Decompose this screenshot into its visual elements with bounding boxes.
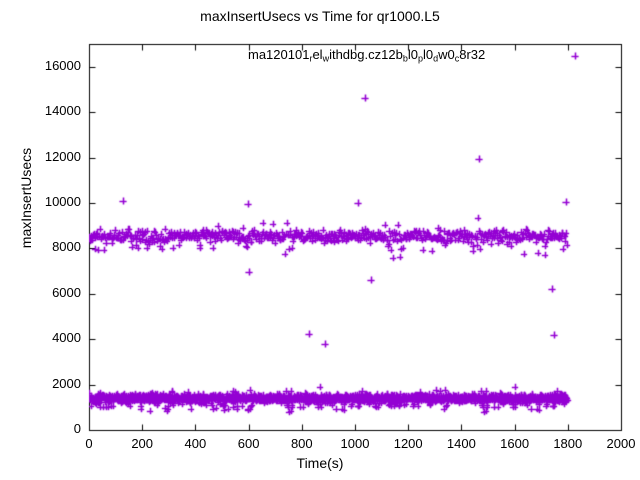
x-tick-label: 1800: [553, 436, 583, 451]
x-tick-label: 400: [184, 436, 207, 451]
y-tick-label: 6000: [52, 284, 81, 300]
x-tick-label: 600: [237, 436, 260, 451]
x-tick-label: 1600: [500, 436, 530, 451]
x-tick-label: 800: [290, 436, 313, 451]
y-tick-label: 8000: [52, 239, 81, 255]
y-tick-label: 10000: [44, 193, 81, 209]
x-tick-label: 2000: [606, 436, 636, 451]
legend-series-label: ma120101relwithdbg.cz12bbl0pl0dw0c8r32: [248, 47, 486, 64]
y-tick-label: 4000: [52, 330, 81, 346]
x-tick-label: 0: [85, 436, 93, 451]
y-tick-label: 16000: [44, 57, 81, 73]
x-tick-label: 1000: [340, 436, 370, 451]
x-tick-label: 200: [131, 436, 154, 451]
x-tick-label: 1200: [393, 436, 423, 451]
y-tick-label: 0: [73, 421, 81, 436]
x-tick-label: 1400: [446, 436, 476, 451]
y-tick-label: 12000: [44, 148, 81, 164]
y-tick-label: 2000: [52, 375, 81, 391]
legend-entry: ma120101relwithdbg.cz12bbl0pl0dw0c8r32: [248, 47, 485, 63]
y-tick-label: 14000: [44, 103, 81, 119]
